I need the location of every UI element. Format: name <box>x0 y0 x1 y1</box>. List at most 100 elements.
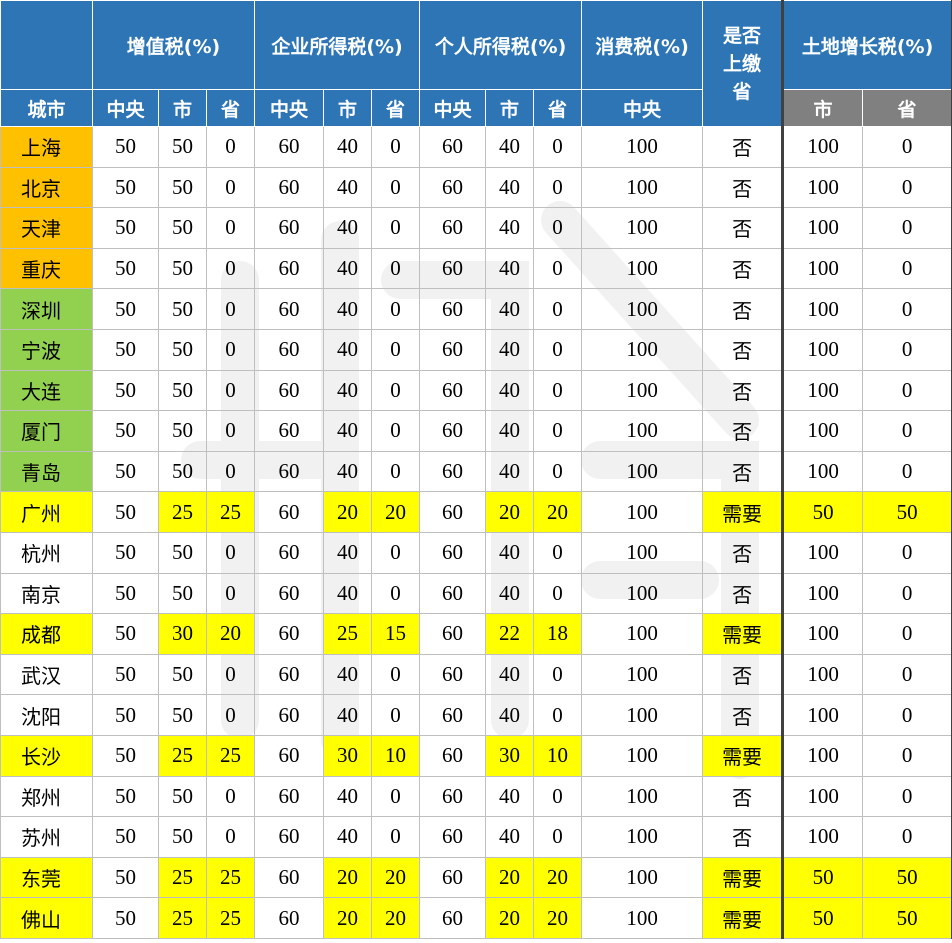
vat-central-cell: 50 <box>92 491 159 533</box>
personal-city-cell: 20 <box>485 897 535 939</box>
land-city-cell: 50 <box>781 897 864 939</box>
personal-central-header: 中央 <box>419 89 487 127</box>
vat-city-cell: 50 <box>158 450 207 493</box>
land-province-cell: 0 <box>862 328 952 371</box>
submit-header-line3: 省 <box>732 80 752 103</box>
corp-province-header: 省 <box>370 89 421 127</box>
table-row: 天津 50 50 0 60 40 0 60 40 0 100 否 100 0 <box>0 207 952 249</box>
corp-province-cell: 0 <box>370 816 421 858</box>
personal-city-cell: 20 <box>485 491 535 533</box>
personal-city-cell: 40 <box>485 288 535 330</box>
corp-city-cell: 40 <box>323 410 372 452</box>
land-province-cell: 50 <box>862 897 952 939</box>
city-name-cell: 成都 <box>0 613 93 655</box>
corp-central-cell: 60 <box>254 775 324 818</box>
table-row: 广州 50 25 25 60 20 20 60 20 20 100 需要 50 50 <box>0 491 952 533</box>
city-name-cell: 广州 <box>0 491 93 533</box>
personal-central-cell: 60 <box>419 166 487 209</box>
corp-province-cell: 0 <box>370 410 421 452</box>
corp-province-cell: 0 <box>370 247 421 290</box>
land-province-cell: 0 <box>862 288 952 330</box>
corp-city-cell: 40 <box>323 328 372 371</box>
personal-city-cell: 40 <box>485 816 535 858</box>
corp-central-cell: 60 <box>254 734 324 777</box>
corp-central-cell: 60 <box>254 856 324 899</box>
table-row: 东莞 50 25 25 60 20 20 60 20 20 100 需要 50 50 <box>0 856 952 899</box>
personal-city-cell: 40 <box>485 653 535 696</box>
personal-city-cell: 40 <box>485 166 535 209</box>
corp-city-cell: 40 <box>323 572 372 615</box>
land-city-cell: 100 <box>781 328 864 371</box>
personal-province-cell: 0 <box>533 328 583 371</box>
submit-to-province-cell: 否 <box>702 288 784 330</box>
vat-central-cell: 50 <box>92 410 159 452</box>
vat-city-cell: 25 <box>158 491 207 533</box>
land-province-cell: 0 <box>862 775 952 818</box>
corp-province-cell: 0 <box>370 369 421 412</box>
corp-province-cell: 20 <box>370 491 421 533</box>
consumption-central-cell: 100 <box>581 328 704 371</box>
personal-province-cell: 0 <box>533 816 583 858</box>
submit-to-province-cell: 否 <box>702 410 784 452</box>
personal-central-cell: 60 <box>419 613 487 655</box>
city-name-cell: 天津 <box>0 207 93 249</box>
vat-city-header: 市 <box>158 89 207 127</box>
submit-to-province-cell: 否 <box>702 816 784 858</box>
personal-central-cell: 60 <box>419 288 487 330</box>
land-province-cell: 0 <box>862 572 952 615</box>
vat-central-cell: 50 <box>92 775 159 818</box>
vat-province-cell: 25 <box>206 734 255 777</box>
vat-central-cell: 50 <box>92 531 159 574</box>
submit-to-province-cell: 否 <box>702 694 784 736</box>
corp-province-cell: 20 <box>370 897 421 939</box>
table-row: 北京 50 50 0 60 40 0 60 40 0 100 否 100 0 <box>0 166 952 209</box>
corp-central-cell: 60 <box>254 694 324 736</box>
corp-central-cell: 60 <box>254 369 324 412</box>
land-province-cell: 0 <box>862 531 952 574</box>
corp-province-cell: 0 <box>370 126 421 168</box>
vat-province-cell: 0 <box>206 775 255 818</box>
corp-central-cell: 60 <box>254 897 324 939</box>
corner-cell <box>0 0 93 90</box>
consumption-central-header: 中央 <box>581 89 704 127</box>
consumption-central-cell: 100 <box>581 653 704 696</box>
submit-to-province-cell: 否 <box>702 450 784 493</box>
table-row: 沈阳 50 50 0 60 40 0 60 40 0 100 否 100 0 <box>0 694 952 736</box>
personal-central-cell: 60 <box>419 126 487 168</box>
personal-central-cell: 60 <box>419 410 487 452</box>
consumption-central-cell: 100 <box>581 572 704 615</box>
consumption-tax-header: 消费税(%) <box>581 0 704 90</box>
vat-city-cell: 50 <box>158 328 207 371</box>
corp-province-cell: 0 <box>370 775 421 818</box>
vat-city-cell: 50 <box>158 247 207 290</box>
personal-city-cell: 40 <box>485 126 535 168</box>
land-city-cell: 100 <box>781 816 864 858</box>
city-name-cell: 苏州 <box>0 816 93 858</box>
personal-province-cell: 20 <box>533 856 583 899</box>
submit-to-province-cell: 否 <box>702 572 784 615</box>
vat-header: 增值税(%) <box>92 0 255 90</box>
table-row: 上海 50 50 0 60 40 0 60 40 0 100 否 100 0 <box>0 126 952 168</box>
corp-province-cell: 10 <box>370 734 421 777</box>
personal-city-cell: 40 <box>485 572 535 615</box>
personal-central-cell: 60 <box>419 816 487 858</box>
vat-city-cell: 50 <box>158 369 207 412</box>
vat-province-cell: 0 <box>206 207 255 249</box>
vat-city-cell: 25 <box>158 856 207 899</box>
personal-province-header: 省 <box>533 89 583 127</box>
corp-central-cell: 60 <box>254 572 324 615</box>
personal-city-cell: 40 <box>485 369 535 412</box>
personal-city-cell: 40 <box>485 694 535 736</box>
personal-central-cell: 60 <box>419 450 487 493</box>
personal-province-cell: 18 <box>533 613 583 655</box>
vat-city-cell: 50 <box>158 572 207 615</box>
consumption-central-cell: 100 <box>581 247 704 290</box>
land-province-cell: 0 <box>862 816 952 858</box>
consumption-central-cell: 100 <box>581 288 704 330</box>
corp-central-cell: 60 <box>254 328 324 371</box>
table-row: 苏州 50 50 0 60 40 0 60 40 0 100 否 100 0 <box>0 816 952 858</box>
city-name-cell: 深圳 <box>0 288 93 330</box>
table-row: 厦门 50 50 0 60 40 0 60 40 0 100 否 100 0 <box>0 410 952 452</box>
land-city-cell: 100 <box>781 166 864 209</box>
vat-central-cell: 50 <box>92 572 159 615</box>
